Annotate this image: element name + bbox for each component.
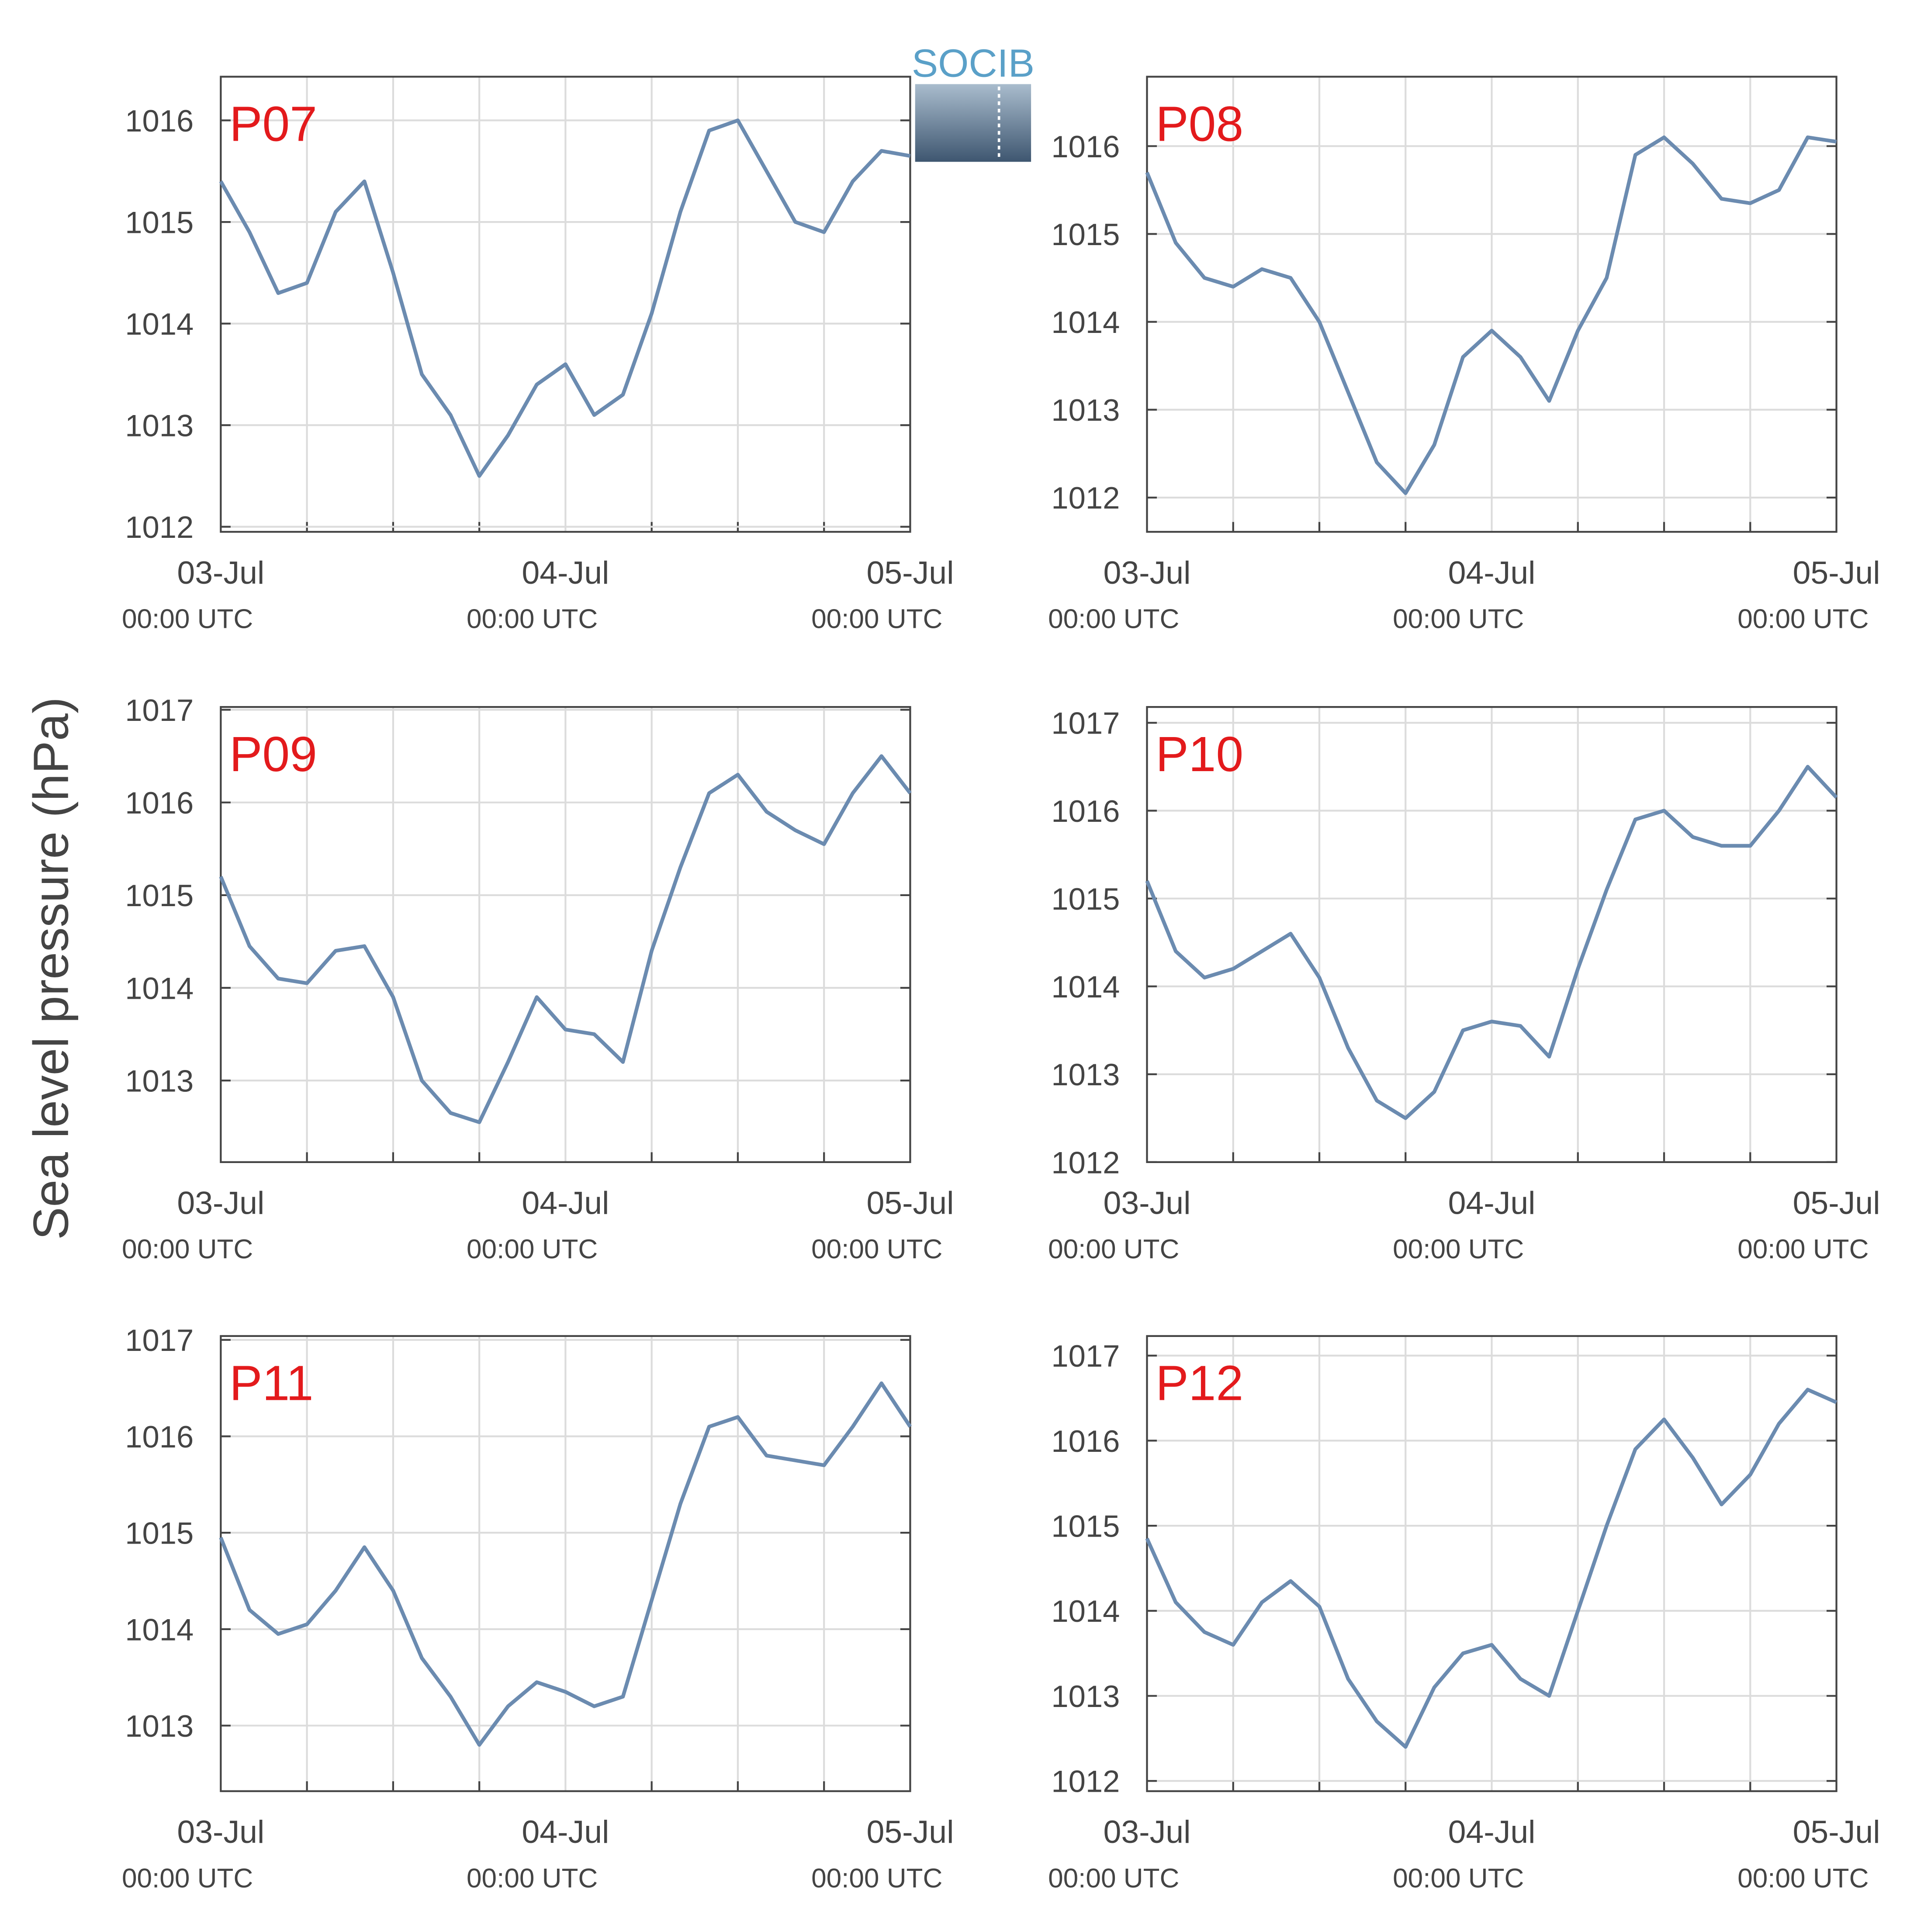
- x-tick-label: 03-Jul: [1104, 1814, 1191, 1850]
- data-line: [219, 754, 912, 1124]
- x-tick-sublabel: 00:00 UTC: [1393, 1863, 1524, 1894]
- y-tick-label: 1015: [125, 205, 194, 239]
- panel-title: P11: [229, 1356, 314, 1411]
- plot-frame: [220, 76, 911, 533]
- y-tick-label: 1015: [1051, 217, 1120, 252]
- x-tick-label: 04-Jul: [1448, 1185, 1536, 1221]
- plot-frame: [1146, 706, 1837, 1163]
- plot-frame: [1146, 76, 1837, 533]
- y-tick-label: 1013: [125, 1709, 194, 1743]
- x-tick-label: 04-Jul: [522, 1185, 609, 1221]
- plot-frame: [220, 706, 911, 1163]
- x-tick-sublabel: 00:00 UTC: [1048, 1863, 1179, 1894]
- data-line: [1145, 765, 1838, 1120]
- data-line: [219, 1381, 912, 1747]
- logo-box: [915, 84, 1031, 162]
- y-tick-label: 1016: [1051, 1424, 1120, 1458]
- y-tick-label: 1017: [125, 1323, 194, 1357]
- x-tick-label: 03-Jul: [1104, 555, 1191, 591]
- panel-title: P07: [229, 96, 317, 151]
- x-tick-label: 03-Jul: [1104, 1185, 1191, 1221]
- x-tick-sublabel: 00:00 UTC: [467, 1234, 598, 1264]
- x-tick-label: 04-Jul: [1448, 555, 1536, 591]
- y-tick-label: 1013: [1051, 1057, 1120, 1092]
- y-tick-label: 1017: [1051, 1339, 1120, 1373]
- y-tick-label: 1014: [1051, 1594, 1120, 1628]
- y-tick-label: 1014: [1051, 969, 1120, 1004]
- y-tick-label: 1015: [125, 1516, 194, 1551]
- y-tick-label: 1014: [125, 307, 194, 341]
- x-tick-sublabel: 00:00 UTC: [1048, 604, 1179, 634]
- x-tick-label: 05-Jul: [866, 555, 954, 591]
- y-tick-label: 1016: [125, 104, 194, 138]
- x-tick-sublabel: 00:00 UTC: [122, 1234, 253, 1264]
- x-tick-label: 04-Jul: [522, 555, 609, 591]
- data-line: [1145, 135, 1837, 495]
- logo-text: SOCIB: [912, 42, 1035, 86]
- y-tick-label: 1016: [125, 786, 194, 820]
- panel-title: P10: [1156, 727, 1243, 782]
- x-tick-label: 05-Jul: [866, 1814, 954, 1850]
- x-tick-label: 05-Jul: [1793, 555, 1880, 591]
- x-tick-sublabel: 00:00 UTC: [122, 604, 253, 634]
- y-tick-label: 1015: [125, 878, 194, 913]
- x-tick-sublabel: 00:00 UTC: [1737, 1863, 1869, 1894]
- x-tick-sublabel: 00:00 UTC: [1048, 1234, 1179, 1264]
- x-tick-label: 05-Jul: [1793, 1814, 1880, 1850]
- panel-title: P12: [1156, 1356, 1243, 1411]
- y-tick-label: 1013: [125, 409, 194, 443]
- x-tick-label: 03-Jul: [177, 555, 264, 591]
- y-tick-label: 1017: [125, 693, 194, 727]
- x-tick-sublabel: 00:00 UTC: [1737, 1234, 1869, 1264]
- x-tick-label: 04-Jul: [522, 1814, 609, 1850]
- x-tick-label: 05-Jul: [1793, 1185, 1880, 1221]
- plot-frame: [220, 1335, 911, 1792]
- y-tick-label: 1014: [125, 971, 194, 1005]
- y-tick-label: 1012: [1051, 1145, 1120, 1180]
- y-tick-label: 1014: [1051, 305, 1120, 339]
- x-tick-sublabel: 00:00 UTC: [467, 1863, 598, 1894]
- x-tick-label: 03-Jul: [177, 1185, 264, 1221]
- x-tick-label: 04-Jul: [1448, 1814, 1536, 1850]
- y-tick-label: 1013: [1051, 393, 1120, 427]
- y-tick-label: 1012: [1051, 1764, 1120, 1799]
- panel-title: P09: [229, 727, 317, 782]
- data-line: [1145, 1388, 1837, 1749]
- y-tick-label: 1016: [1051, 129, 1120, 164]
- panel-title: P08: [1156, 96, 1243, 151]
- x-tick-label: 03-Jul: [177, 1814, 264, 1850]
- y-tick-label: 1015: [1051, 882, 1120, 916]
- x-tick-sublabel: 00:00 UTC: [467, 604, 598, 634]
- x-tick-sublabel: 00:00 UTC: [1393, 604, 1524, 634]
- x-tick-sublabel: 00:00 UTC: [1737, 604, 1869, 634]
- y-tick-label: 1013: [125, 1064, 194, 1098]
- y-tick-label: 1015: [1051, 1509, 1120, 1544]
- x-tick-sublabel: 00:00 UTC: [811, 1863, 942, 1894]
- x-tick-sublabel: 00:00 UTC: [811, 1234, 942, 1264]
- x-tick-label: 05-Jul: [866, 1185, 954, 1221]
- y-tick-label: 1014: [125, 1612, 194, 1647]
- x-tick-sublabel: 00:00 UTC: [122, 1863, 253, 1894]
- y-tick-label: 1012: [125, 510, 194, 544]
- y-axis-label: Sea level pressure (hPa): [23, 697, 78, 1240]
- x-tick-sublabel: 00:00 UTC: [1393, 1234, 1524, 1264]
- plot-frame: [1146, 1335, 1837, 1792]
- y-tick-label: 1012: [1051, 481, 1120, 515]
- y-tick-label: 1016: [125, 1420, 194, 1454]
- data-line: [219, 118, 911, 478]
- y-tick-label: 1013: [1051, 1679, 1120, 1714]
- y-tick-label: 1016: [1051, 794, 1120, 828]
- x-tick-sublabel: 00:00 UTC: [811, 604, 942, 634]
- y-tick-label: 1017: [1051, 706, 1120, 741]
